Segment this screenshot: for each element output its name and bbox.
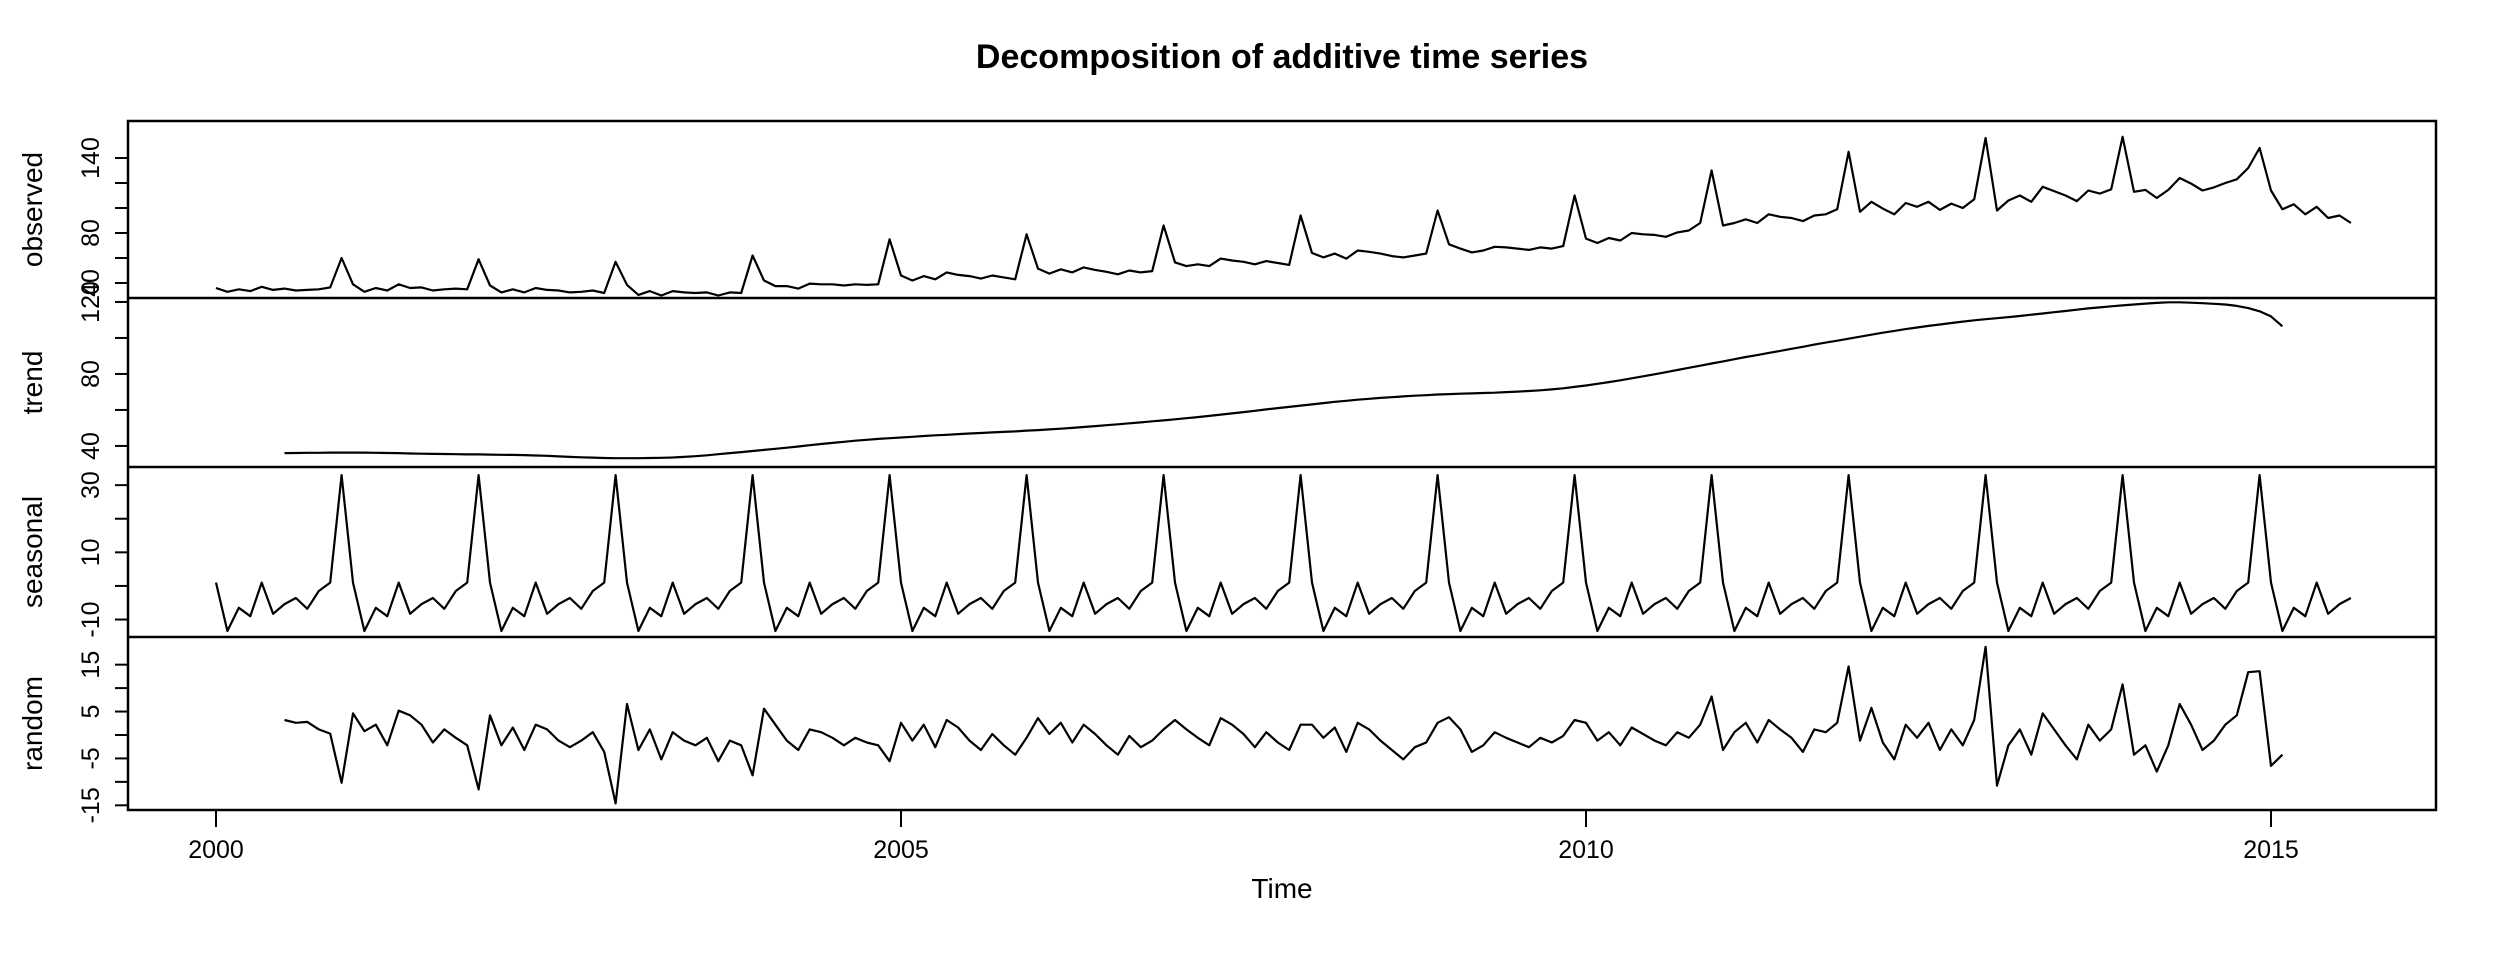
seasonal-y-tick-label: 30 — [77, 471, 105, 499]
observed-y-tick-label: 140 — [77, 137, 105, 179]
seasonal-y-tick-label: -10 — [77, 601, 105, 637]
trend-series-line — [284, 301, 2284, 460]
observed-y-tick-label: 80 — [77, 219, 105, 247]
observed-y-tick-label: 40 — [77, 269, 105, 297]
trend-y-tick-label: 80 — [77, 360, 105, 388]
observed-series-line — [215, 135, 2352, 297]
x-axis-title: Time — [1251, 873, 1312, 904]
chart-title: Decomposition of additive time series — [976, 38, 1588, 76]
axes-layer: 40 80 140 observed 40 80 120 trend -10 10 30 season… — [17, 137, 2299, 864]
plot-frame — [126, 119, 2438, 812]
x-tick-label: 2005 — [873, 836, 929, 864]
panel-label-random: random — [17, 676, 48, 771]
random-series-line — [284, 645, 2284, 805]
panel-label-seasonal: seasonal — [17, 496, 48, 608]
panel-label-trend: trend — [17, 351, 48, 415]
x-tick-label: 2000 — [188, 836, 244, 864]
random-y-tick-label: -5 — [77, 747, 105, 769]
seasonal-y-tick-label: 10 — [77, 538, 105, 566]
trend-y-tick-label: 40 — [77, 432, 105, 460]
random-y-tick-label: 15 — [77, 651, 105, 679]
plot-outer-box — [126, 119, 2438, 812]
random-y-tick-label: -15 — [77, 787, 105, 823]
x-tick-label: 2010 — [1558, 836, 1614, 864]
random-y-tick-label: 5 — [77, 705, 105, 719]
seasonal-series-line — [214, 474, 2352, 633]
x-tick-label: 2015 — [2243, 836, 2299, 864]
series-layer — [214, 135, 2352, 805]
trend-y-tick-label: 120 — [77, 281, 105, 323]
panel-label-observed: observed — [17, 152, 48, 267]
